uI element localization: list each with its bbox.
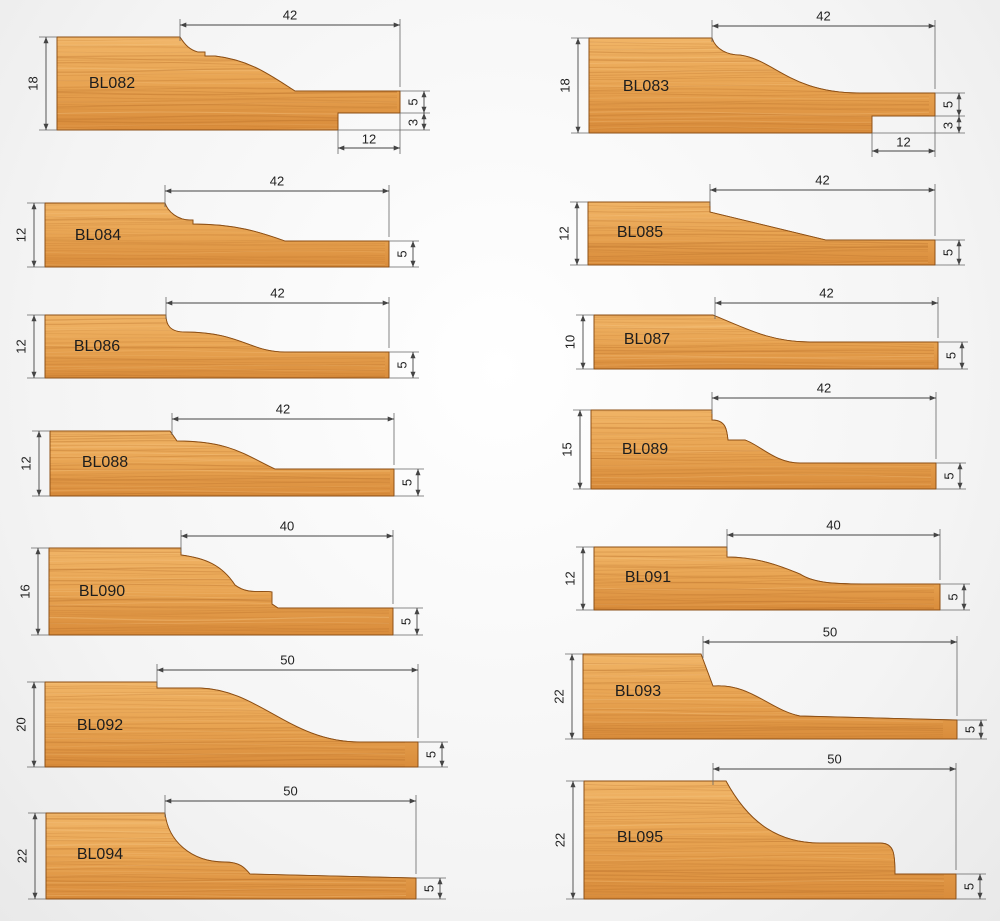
width-dimension-value: 50 bbox=[280, 652, 294, 667]
tongue-dimension-value: 5 bbox=[940, 249, 955, 256]
width-dimension-value: 42 bbox=[816, 8, 830, 23]
profile-bl088: BL088 42 12 5 bbox=[18, 401, 424, 497]
step-width-dimension-value: 12 bbox=[896, 134, 910, 149]
profile-bl086: BL086 42 12 5 bbox=[13, 285, 419, 379]
profile-code-label: BL084 bbox=[75, 227, 121, 244]
tongue-dimension-value: 5 bbox=[394, 250, 409, 257]
width-dimension-value: 42 bbox=[276, 401, 290, 416]
profile-code-label: BL087 bbox=[624, 331, 670, 348]
profile-code-label: BL092 bbox=[77, 717, 123, 734]
profile-bl091: BL091 40 12 5 bbox=[562, 517, 970, 611]
profile-bl082: BL082 42 18 5 3 12 bbox=[25, 7, 430, 154]
profile-bl089: BL089 42 15 5 bbox=[559, 380, 966, 490]
height-dimension-value: 22 bbox=[551, 689, 566, 703]
profile-code-label: BL089 bbox=[622, 441, 668, 458]
width-dimension-value: 50 bbox=[827, 751, 841, 766]
width-dimension-value: 42 bbox=[270, 285, 284, 300]
tongue-dimension-value: 5 bbox=[945, 593, 960, 600]
step-dimension-value: 3 bbox=[405, 119, 420, 126]
tongue-dimension-value: 5 bbox=[421, 885, 436, 892]
step-width-dimension-value: 12 bbox=[362, 131, 376, 146]
profile-bl085: BL085 42 12 5 bbox=[556, 172, 965, 266]
profile-code-label: BL091 bbox=[625, 569, 671, 586]
tongue-dimension-value: 5 bbox=[423, 751, 438, 758]
tongue-dimension-value: 5 bbox=[962, 726, 977, 733]
height-dimension-value: 22 bbox=[552, 833, 567, 847]
profile-bl090: BL090 40 16 5 bbox=[17, 518, 423, 636]
height-dimension-value: 22 bbox=[14, 849, 29, 863]
height-dimension-value: 16 bbox=[17, 584, 32, 598]
width-dimension-value: 42 bbox=[819, 285, 833, 300]
profile-bl092: BL092 50 20 5 bbox=[13, 652, 448, 768]
height-dimension-value: 12 bbox=[556, 226, 571, 240]
profile-bl094: BL094 50 22 5 bbox=[14, 783, 446, 900]
profile-code-label: BL088 bbox=[82, 454, 128, 471]
tongue-dimension-value: 5 bbox=[940, 101, 955, 108]
height-dimension-value: 15 bbox=[559, 442, 574, 456]
profile-code-label: BL093 bbox=[615, 683, 661, 700]
profile-code-label: BL095 bbox=[617, 829, 663, 846]
tongue-dimension-value: 5 bbox=[941, 472, 956, 479]
profile-code-label: BL082 bbox=[89, 75, 135, 92]
tongue-dimension-value: 5 bbox=[943, 352, 958, 359]
height-dimension-value: 12 bbox=[18, 456, 33, 470]
height-dimension-value: 18 bbox=[25, 76, 40, 90]
width-dimension-value: 42 bbox=[815, 172, 829, 187]
profile-code-label: BL086 bbox=[74, 338, 120, 355]
profile-bl084: BL084 42 12 5 bbox=[13, 173, 419, 268]
height-dimension-value: 12 bbox=[13, 339, 28, 353]
tongue-dimension-value: 5 bbox=[394, 361, 409, 368]
profile-code-label: BL094 bbox=[77, 846, 123, 863]
width-dimension-value: 50 bbox=[283, 783, 297, 798]
width-dimension-value: 42 bbox=[270, 173, 284, 188]
height-dimension-value: 12 bbox=[13, 228, 28, 242]
height-dimension-value: 18 bbox=[557, 78, 572, 92]
profile-code-label: BL090 bbox=[79, 583, 125, 600]
tongue-dimension-value: 5 bbox=[398, 618, 413, 625]
width-dimension-value: 42 bbox=[817, 380, 831, 395]
height-dimension-value: 20 bbox=[13, 717, 28, 731]
width-dimension-value: 42 bbox=[283, 7, 297, 22]
step-dimension-value: 3 bbox=[940, 122, 955, 129]
tongue-dimension-value: 5 bbox=[399, 479, 414, 486]
height-dimension-value: 12 bbox=[562, 571, 577, 585]
tongue-dimension-value: 5 bbox=[405, 98, 420, 105]
profile-bl095: BL095 50 22 5 bbox=[552, 751, 986, 900]
height-dimension-value: 10 bbox=[562, 335, 577, 349]
profile-code-label: BL085 bbox=[617, 224, 663, 241]
width-dimension-value: 40 bbox=[280, 518, 294, 533]
profile-bl083: BL083 42 18 5 3 12 bbox=[557, 8, 965, 157]
width-dimension-value: 40 bbox=[826, 517, 840, 532]
profile-bl087: BL087 42 10 5 bbox=[562, 285, 968, 370]
profile-code-label: BL083 bbox=[623, 78, 669, 95]
profile-bl093: BL093 50 22 5 bbox=[551, 624, 987, 740]
tongue-dimension-value: 5 bbox=[961, 883, 976, 890]
width-dimension-value: 50 bbox=[823, 624, 837, 639]
